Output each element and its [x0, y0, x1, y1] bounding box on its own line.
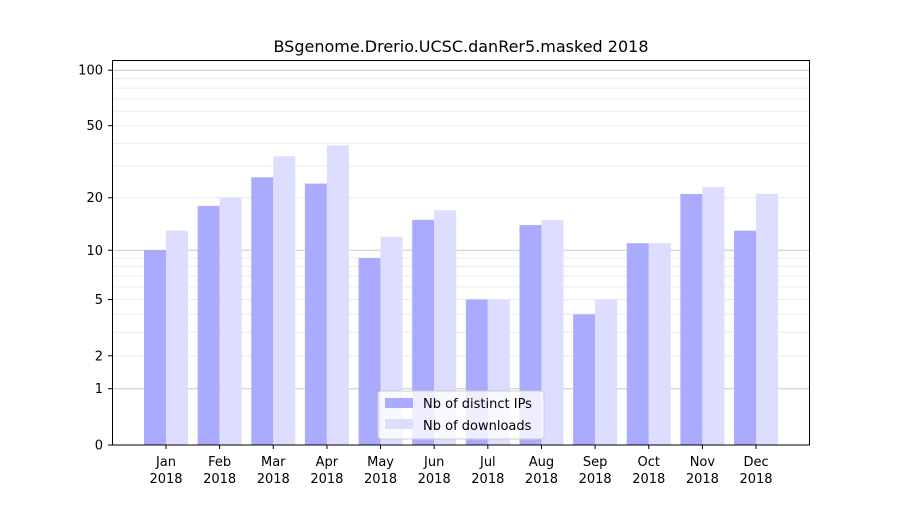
x-tick-month: Jun	[423, 455, 444, 470]
bar-downloads	[326, 145, 349, 445]
bar-distinct-ips	[251, 177, 274, 446]
y-tick-label: 5	[95, 293, 103, 308]
y-tick-label: 2	[95, 349, 103, 364]
x-axis: Jan 2018 Feb 2018 Mar 2018 Apr 2018 May 2018 Jun 20…	[149, 445, 773, 487]
legend-swatch-ips	[385, 398, 413, 408]
bar-distinct-ips	[626, 243, 649, 445]
x-tick-year: 2018	[525, 472, 558, 487]
bar-downloads	[434, 210, 457, 445]
bar-downloads	[166, 230, 188, 445]
x-tick-year: 2018	[418, 472, 451, 487]
x-tick-year: 2018	[739, 472, 772, 487]
plot-frame	[112, 60, 810, 446]
x-tick-year: 2018	[686, 472, 719, 487]
x-tick-month: May	[367, 455, 394, 470]
bar-distinct-ips	[197, 205, 220, 445]
bar-distinct-ips	[573, 314, 596, 445]
x-tick-year: 2018	[632, 472, 665, 487]
y-tick-label: 0	[95, 439, 103, 454]
bar-downloads	[219, 197, 242, 445]
legend: Nb of distinct IPs Nb of downloads	[377, 390, 545, 440]
bar-downloads	[541, 219, 564, 445]
x-tick-month: Mar	[261, 455, 286, 470]
x-tick-month: Sep	[583, 455, 608, 470]
bar-distinct-ips	[680, 193, 703, 445]
y-tick-label: 100	[78, 64, 103, 79]
x-tick-month: Apr	[316, 455, 339, 470]
bar-downloads	[756, 193, 779, 445]
bar-distinct-ips	[412, 219, 435, 445]
y-tick-label: 10	[86, 244, 103, 259]
y-tick-label: 20	[86, 191, 103, 206]
bar-distinct-ips	[144, 250, 166, 445]
x-tick-year: 2018	[364, 472, 397, 487]
bar-downloads	[273, 156, 296, 445]
x-tick-year: 2018	[579, 472, 612, 487]
bar-downloads	[595, 299, 618, 445]
x-tick-year: 2018	[149, 472, 182, 487]
y-tick-label: 50	[86, 119, 103, 134]
x-tick-month: Jan	[155, 455, 176, 470]
bar-downloads	[648, 243, 671, 445]
y-tick-label: 1	[95, 382, 103, 397]
y-axis: 0 1 2 5 10 20 50 100	[78, 64, 112, 454]
x-tick-month: Oct	[638, 455, 660, 470]
x-tick-month: Feb	[208, 455, 231, 470]
bar-distinct-ips	[304, 183, 327, 446]
chart-title: BSgenome.Drerio.UCSC.danRer5.masked 2018	[273, 37, 648, 56]
bar-distinct-ips	[358, 258, 381, 445]
x-tick-month: Nov	[690, 455, 716, 470]
x-tick-month: Jul	[479, 455, 496, 470]
bar-downloads	[702, 186, 725, 445]
legend-label-ips: Nb of distinct IPs	[423, 397, 532, 412]
bar-distinct-ips	[734, 230, 757, 445]
legend-swatch-downloads	[385, 419, 413, 429]
legend-label-downloads: Nb of downloads	[423, 419, 532, 434]
x-tick-year: 2018	[471, 472, 504, 487]
legend-box	[377, 390, 545, 440]
x-tick-month: Dec	[743, 455, 768, 470]
bars	[144, 145, 779, 446]
x-tick-year: 2018	[203, 472, 236, 487]
x-tick-year: 2018	[310, 472, 343, 487]
bar-distinct-ips	[519, 225, 542, 445]
x-tick-month: Aug	[529, 455, 554, 470]
x-tick-year: 2018	[257, 472, 290, 487]
